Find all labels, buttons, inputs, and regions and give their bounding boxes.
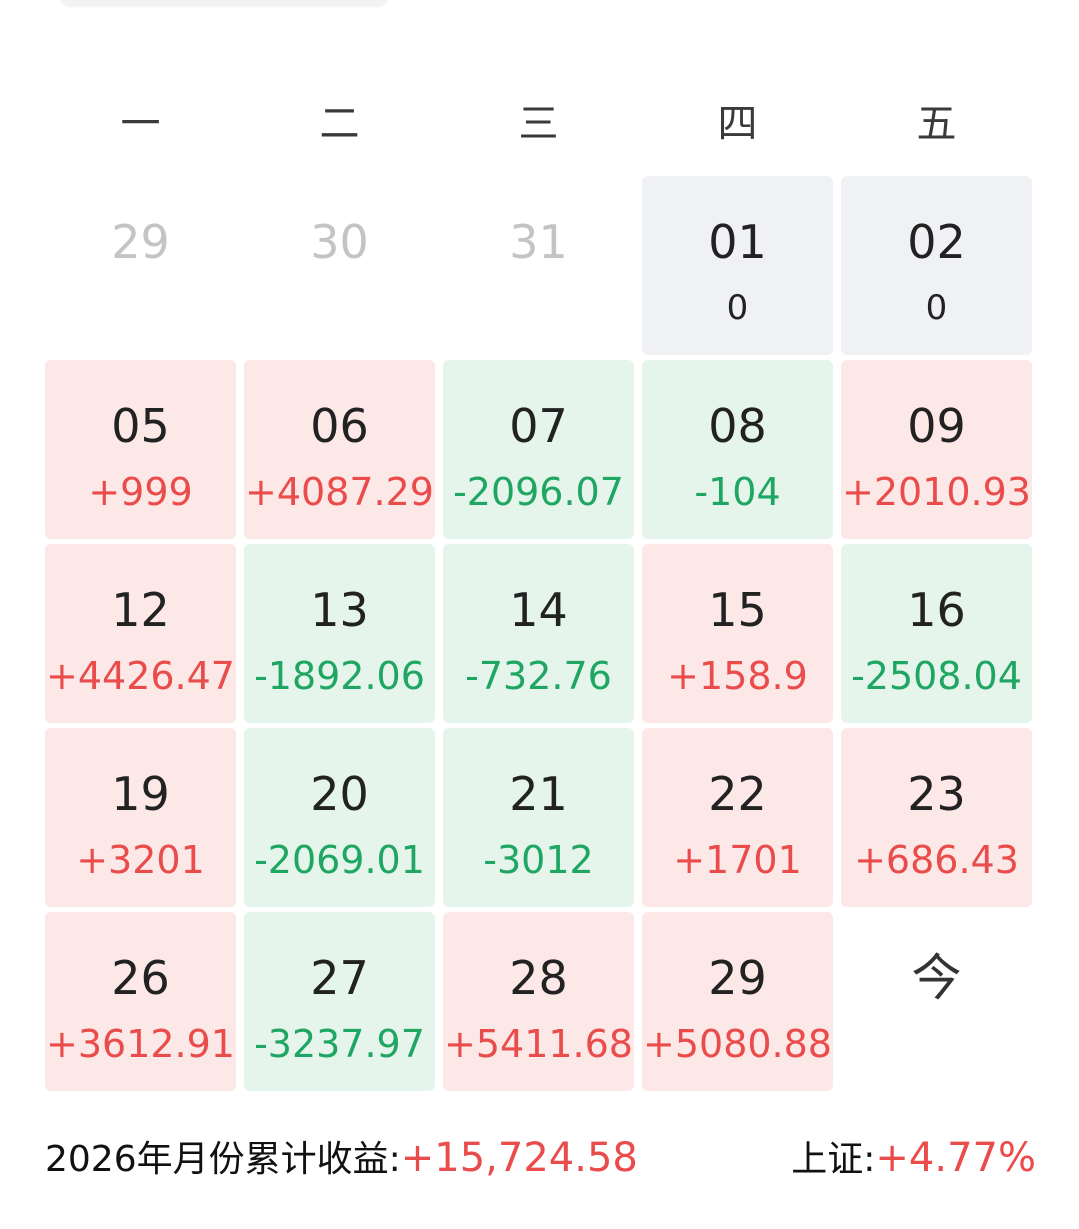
day-profit: -2069.01 (254, 838, 425, 882)
day-cell[interactable]: 06 +4087.29 (244, 360, 435, 539)
day-number: 06 (310, 399, 369, 453)
day-cell[interactable]: 16 -2508.04 (841, 544, 1032, 723)
day-number: 29 (708, 951, 767, 1005)
today-label: 今 (911, 949, 962, 1007)
day-profit: -3237.97 (254, 1022, 425, 1066)
day-profit: +2010.93 (842, 470, 1031, 514)
day-profit: 0 (726, 288, 749, 328)
day-number: 26 (111, 951, 170, 1005)
day-profit: +5411.68 (444, 1022, 633, 1066)
index-change-value: +4.77% (875, 1135, 1036, 1181)
weekday-fri: 五 (916, 101, 957, 147)
day-number: 16 (907, 583, 966, 637)
today-cell[interactable]: 今 (841, 912, 1032, 1091)
day-number: 20 (310, 767, 369, 821)
day-number: 07 (509, 399, 568, 453)
day-profit: -1892.06 (254, 654, 425, 698)
day-number: 05 (111, 399, 170, 453)
day-cell[interactable]: 20 -2069.01 (244, 728, 435, 907)
day-profit: 0 (925, 288, 948, 328)
day-cell[interactable]: 27 -3237.97 (244, 912, 435, 1091)
day-cell: 29 (45, 176, 236, 355)
day-cell[interactable]: 15 +158.9 (642, 544, 833, 723)
day-cell[interactable]: 05 +999 (45, 360, 236, 539)
weekday-thu: 四 (717, 101, 758, 147)
day-number: 21 (509, 767, 568, 821)
day-cell[interactable]: 09 +2010.93 (841, 360, 1032, 539)
day-profit: +5080.88 (643, 1022, 832, 1066)
day-cell[interactable]: 22 +1701 (642, 728, 833, 907)
weekday-tue: 二 (319, 101, 360, 147)
monthly-profit-label: 2026年月份累计收益: (45, 1139, 401, 1180)
day-number: 13 (310, 583, 369, 637)
day-cell[interactable]: 21 -3012 (443, 728, 634, 907)
day-profit: -732.76 (465, 654, 612, 698)
day-cell[interactable]: 14 -732.76 (443, 544, 634, 723)
day-cell[interactable]: 29 +5080.88 (642, 912, 833, 1091)
day-number: 19 (111, 767, 170, 821)
day-profit: +1701 (673, 838, 802, 882)
day-number: 29 (111, 215, 170, 269)
day-number: 08 (708, 399, 767, 453)
day-number: 09 (907, 399, 966, 453)
day-profit: -2508.04 (851, 654, 1022, 698)
day-profit: +4087.29 (245, 470, 434, 514)
day-profit: +686.43 (854, 838, 1019, 882)
day-cell[interactable]: 13 -1892.06 (244, 544, 435, 723)
day-number: 31 (509, 215, 568, 269)
day-profit: +3612.91 (46, 1022, 235, 1066)
day-profit: +999 (88, 470, 193, 514)
day-cell[interactable]: 01 0 (642, 176, 833, 355)
day-profit: +4426.47 (46, 654, 235, 698)
calendar-grid: 29 30 31 01 0 02 0 05 +999 06 +4087.29 07 -2096.07 08… (45, 176, 1036, 1091)
day-profit: +3201 (76, 838, 205, 882)
weekday-wed: 三 (518, 101, 559, 147)
day-cell[interactable]: 28 +5411.68 (443, 912, 634, 1091)
day-number: 14 (509, 583, 568, 637)
day-number: 22 (708, 767, 767, 821)
day-number: 15 (708, 583, 767, 637)
day-profit: -3012 (483, 838, 594, 882)
day-cell[interactable]: 08 -104 (642, 360, 833, 539)
day-cell[interactable]: 12 +4426.47 (45, 544, 236, 723)
weekday-mon: 一 (120, 101, 161, 147)
day-number: 27 (310, 951, 369, 1005)
day-cell[interactable]: 23 +686.43 (841, 728, 1032, 907)
day-profit: -2096.07 (453, 470, 624, 514)
day-number: 01 (708, 215, 767, 269)
day-cell[interactable]: 19 +3201 (45, 728, 236, 907)
day-cell: 31 (443, 176, 634, 355)
day-cell[interactable]: 02 0 (841, 176, 1032, 355)
day-profit: -104 (694, 470, 781, 514)
day-number: 30 (310, 215, 369, 269)
index-label: 上证: (791, 1139, 876, 1180)
day-number: 23 (907, 767, 966, 821)
day-profit: +158.9 (667, 654, 808, 698)
segmented-control[interactable] (60, 0, 388, 6)
weekday-header: 一 二 三 四 五 (45, 96, 1036, 152)
monthly-profit-value: +15,724.58 (400, 1135, 638, 1181)
day-cell: 30 (244, 176, 435, 355)
summary-bar: 2026年月份累计收益: +15,724.58 上证: +4.77% (45, 1128, 1036, 1184)
day-number: 28 (509, 951, 568, 1005)
day-cell[interactable]: 26 +3612.91 (45, 912, 236, 1091)
day-number: 02 (907, 215, 966, 269)
day-number: 12 (111, 583, 170, 637)
day-cell[interactable]: 07 -2096.07 (443, 360, 634, 539)
